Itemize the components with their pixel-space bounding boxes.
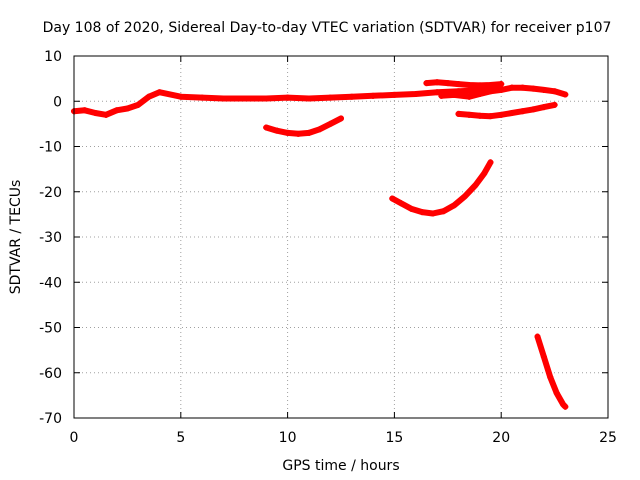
data-point bbox=[562, 403, 569, 410]
data-point bbox=[540, 353, 547, 360]
y-tick-label: -70 bbox=[39, 411, 62, 427]
data-point bbox=[103, 111, 110, 118]
data-point bbox=[389, 195, 396, 202]
data-point bbox=[327, 94, 334, 101]
data-point bbox=[295, 130, 302, 137]
data-point bbox=[476, 91, 483, 98]
data-point bbox=[498, 81, 505, 88]
data-point bbox=[476, 112, 483, 119]
data-point bbox=[220, 95, 227, 102]
y-tick-label: -40 bbox=[39, 275, 62, 291]
data-point bbox=[305, 129, 312, 136]
data-point bbox=[113, 107, 120, 114]
y-tick-label: 10 bbox=[44, 49, 62, 65]
data-point bbox=[553, 390, 560, 397]
data-point bbox=[241, 95, 248, 102]
data-point bbox=[273, 127, 280, 134]
data-point bbox=[316, 126, 323, 133]
data-point bbox=[434, 89, 441, 96]
y-tick-label: -30 bbox=[39, 230, 62, 246]
data-point bbox=[461, 193, 468, 200]
data-point bbox=[519, 84, 526, 91]
data-point bbox=[547, 374, 554, 381]
axis-ticks: 0 5 10 15 20 25 10 0 -10 -20 -30 -40 -50 -60 -70 bbox=[39, 49, 617, 446]
x-axis-label: GPS time / hours bbox=[282, 458, 399, 474]
data-point bbox=[455, 110, 462, 117]
data-point bbox=[284, 94, 291, 101]
data-point bbox=[81, 107, 88, 114]
data-point bbox=[419, 209, 426, 216]
data-point bbox=[530, 106, 537, 113]
y-tick-label: -20 bbox=[39, 185, 62, 201]
data-point bbox=[305, 95, 312, 102]
data-point bbox=[498, 86, 505, 93]
data-point bbox=[508, 84, 515, 91]
data-point bbox=[440, 208, 447, 215]
data-point bbox=[562, 91, 569, 98]
data-point bbox=[444, 80, 451, 87]
data-point bbox=[551, 88, 558, 95]
y-tick-label: -60 bbox=[39, 366, 62, 382]
data-point bbox=[397, 200, 404, 207]
data-point bbox=[434, 79, 441, 86]
data-point bbox=[124, 105, 131, 112]
data-point bbox=[156, 89, 163, 96]
y-tick-label: 0 bbox=[53, 94, 62, 110]
data-point bbox=[466, 111, 473, 118]
data-point bbox=[466, 93, 473, 100]
data-point bbox=[472, 181, 479, 188]
y-axis-label: SDTVAR / TECUs bbox=[8, 180, 24, 295]
series-line-track-5 bbox=[455, 101, 558, 120]
data-point bbox=[508, 110, 515, 117]
x-tick-label: 25 bbox=[599, 430, 617, 446]
data-point bbox=[540, 104, 547, 111]
data-point bbox=[412, 91, 419, 98]
data-point bbox=[92, 110, 99, 117]
x-tick-label: 5 bbox=[176, 430, 185, 446]
data-point bbox=[466, 81, 473, 88]
data-point bbox=[348, 93, 355, 100]
data-point bbox=[408, 205, 415, 212]
data-point bbox=[391, 91, 398, 98]
x-tick-label: 10 bbox=[279, 430, 297, 446]
data-point bbox=[284, 129, 291, 136]
data-point bbox=[438, 92, 445, 99]
data-point bbox=[487, 159, 494, 166]
data-point bbox=[145, 93, 152, 100]
data-point bbox=[451, 202, 458, 209]
data-point bbox=[199, 94, 206, 101]
y-tick-label: -50 bbox=[39, 321, 62, 337]
data-point bbox=[370, 92, 377, 99]
y-tick-label: -10 bbox=[39, 140, 62, 156]
chart-title: Day 108 of 2020, Sidereal Day-to-day VTE… bbox=[43, 20, 612, 36]
data-point bbox=[338, 115, 344, 122]
data-point bbox=[530, 85, 537, 92]
x-tick-label: 15 bbox=[385, 430, 403, 446]
x-tick-label: 0 bbox=[70, 430, 79, 446]
data-point bbox=[177, 93, 184, 100]
data-point bbox=[263, 95, 270, 102]
data-point bbox=[263, 124, 270, 131]
data-point bbox=[327, 120, 334, 127]
data-point bbox=[487, 113, 494, 120]
data-point bbox=[551, 101, 558, 108]
data-point bbox=[487, 88, 494, 95]
x-tick-label: 20 bbox=[492, 430, 510, 446]
data-point bbox=[481, 170, 488, 177]
series-line-track-7 bbox=[534, 333, 569, 410]
data-point bbox=[498, 111, 505, 118]
data-point bbox=[487, 81, 494, 88]
data-point bbox=[423, 80, 430, 87]
data-point bbox=[135, 101, 142, 108]
data-point bbox=[534, 333, 541, 340]
data-point bbox=[429, 210, 436, 217]
data-series-group bbox=[71, 79, 569, 410]
data-point bbox=[519, 108, 526, 115]
data-point bbox=[451, 91, 458, 98]
data-point bbox=[540, 86, 547, 93]
data-point bbox=[455, 81, 462, 88]
data-point bbox=[476, 82, 483, 89]
